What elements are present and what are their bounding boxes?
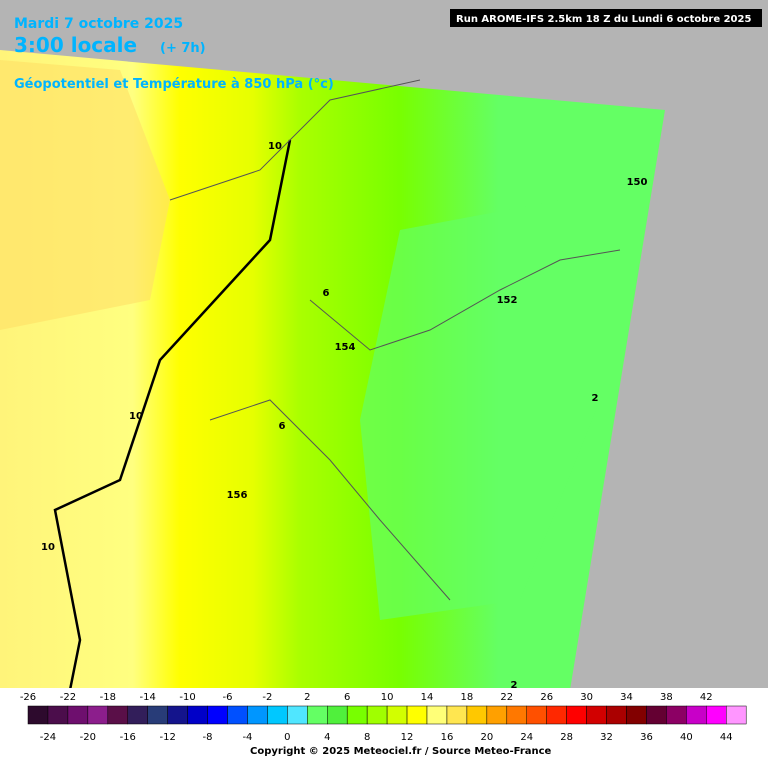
colorbar-label-top: 34 [620, 692, 633, 703]
colorbar-box [606, 705, 627, 725]
contour-label: 2 [592, 393, 599, 404]
coastline [53, 139, 292, 691]
colorbar-box [566, 705, 587, 725]
colorbar-box [307, 705, 328, 725]
colorbar-label-top: 30 [580, 692, 593, 703]
colorbar-box [726, 705, 747, 725]
colorbar-label-top: -10 [179, 692, 195, 703]
colorbar-box [47, 705, 69, 725]
colorbar-box [287, 705, 308, 725]
colorbar-box [267, 705, 288, 725]
colorbar-label-bottom: 12 [401, 732, 414, 743]
colorbar-label-top: 14 [421, 692, 434, 703]
colorbar-label-bottom: -20 [80, 732, 96, 743]
contour-label: 10 [129, 411, 143, 422]
colorbar-box [706, 705, 727, 725]
colorbar-label-bottom: 24 [520, 732, 533, 743]
colorbar-box [546, 705, 567, 725]
copyright: Copyright © 2025 Meteociel.fr / Source M… [250, 746, 552, 757]
contour-label: 6 [279, 421, 286, 432]
colorbar-label-top: -26 [20, 692, 36, 703]
colorbar-box [127, 705, 148, 725]
colorbar-box [626, 705, 647, 725]
borders [169, 79, 621, 601]
colorbar-label-bottom: 16 [441, 732, 454, 743]
contour-label: 2 [511, 680, 518, 691]
colorbar-label-top: -2 [262, 692, 272, 703]
colorbar-box [167, 705, 188, 725]
legend-panel [0, 688, 768, 768]
colorbar-label-bottom: -12 [159, 732, 175, 743]
colorbar-label-top: -14 [140, 692, 156, 703]
colorbar-label-bottom: 28 [560, 732, 573, 743]
colorbar-box [27, 705, 49, 725]
colorbar-box [486, 705, 508, 725]
run-box [450, 9, 762, 27]
colorbar-label-bottom: 0 [284, 732, 290, 743]
colorbar-label-top: 2 [304, 692, 310, 703]
date: Mardi 7 octobre 2025 [14, 16, 183, 32]
colorbar-label-bottom: 4 [324, 732, 330, 743]
colorbar-box [207, 705, 228, 725]
colorbar-box [386, 705, 408, 725]
cool-area [360, 200, 600, 620]
contour-label: 154 [335, 342, 356, 353]
colorbar-box [346, 705, 368, 725]
colorbar-box [426, 705, 448, 725]
colorbar-label-bottom: -8 [203, 732, 213, 743]
colorbar-box [327, 705, 348, 725]
colorbar-label-bottom: 8 [364, 732, 370, 743]
colorbar-label-bottom: -24 [40, 732, 56, 743]
colorbar-box [107, 705, 129, 725]
colorbar-box [366, 705, 388, 725]
colorbar-label-top: 38 [660, 692, 673, 703]
contour-label: 10 [41, 542, 55, 553]
colorbar-label-bottom: 32 [600, 732, 613, 743]
contour-label: 156 [227, 490, 248, 501]
colorbar-label-top: 26 [540, 692, 553, 703]
colorbar-box [406, 705, 428, 725]
colorbar-box [526, 705, 547, 725]
colorbar-label-top: -18 [100, 692, 116, 703]
colorbar-box [466, 705, 488, 725]
colorbar-label-top: 18 [461, 692, 474, 703]
colorbar-box [67, 705, 89, 725]
colorbar-box [686, 705, 707, 725]
colorbar-label-top: 22 [500, 692, 513, 703]
colorbar-box [666, 705, 687, 725]
colorbar-box [586, 705, 607, 725]
colorbar-label-top: -6 [223, 692, 233, 703]
colorbar-label-bottom: 36 [640, 732, 653, 743]
colorbar-box [147, 705, 168, 725]
colorbar-label-bottom: 44 [720, 732, 733, 743]
warm-area [0, 60, 170, 330]
contour-label: 10 [268, 141, 282, 152]
contour-label: 150 [627, 177, 648, 188]
colorbar-box [646, 705, 667, 725]
colorbar-label-bottom: 20 [480, 732, 493, 743]
offset: (+ 7h) [160, 41, 206, 56]
colorbar-box [87, 705, 109, 725]
colorbar-box [227, 705, 248, 725]
colorbar-box [247, 705, 268, 725]
colorbar-label-top: -22 [60, 692, 76, 703]
colorbar-label-top: 6 [344, 692, 350, 703]
contour-label: 6 [323, 288, 330, 299]
colorbar-box [506, 705, 527, 725]
run-label: Run AROME-IFS 2.5km 18 Z du Lundi 6 octo… [456, 14, 751, 25]
contour-label: 152 [497, 295, 518, 306]
time: 3:00 locale [14, 33, 137, 57]
colorbar-label-bottom: -4 [242, 732, 252, 743]
colorbar-label-bottom: -16 [120, 732, 136, 743]
colorbar-label-bottom: 40 [680, 732, 693, 743]
colorbar-box [446, 705, 468, 725]
colorbar-label-top: 10 [381, 692, 394, 703]
colorbar-box [187, 705, 208, 725]
colorbar-label-top: 42 [700, 692, 713, 703]
parameter: Géopotentiel et Température à 850 hPa (°… [14, 77, 334, 92]
